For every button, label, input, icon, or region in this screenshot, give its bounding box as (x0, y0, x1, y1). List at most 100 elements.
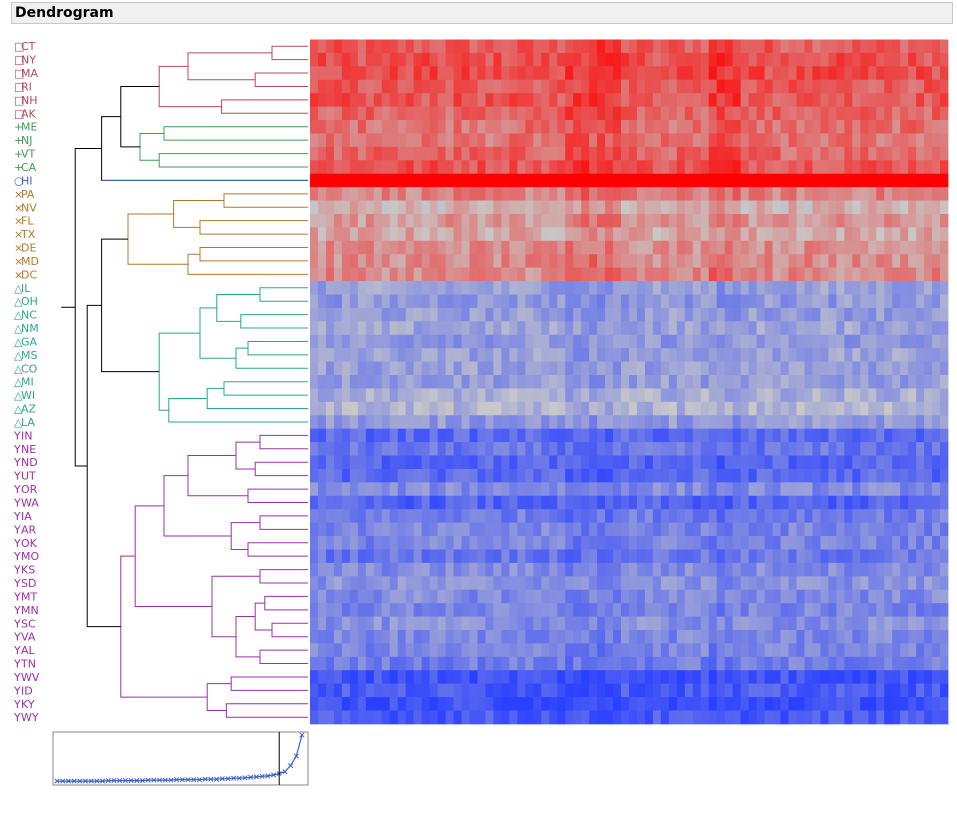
heatmap-cell-FL-5 (349, 213, 359, 228)
heatmap-cell-LA-60 (788, 415, 797, 430)
heatmap-cell-NY-58 (772, 52, 781, 67)
heatmap-cell-PA-54 (740, 187, 750, 201)
heatmap-cell-WY-69 (860, 710, 869, 725)
heatmap-cell-RI-73 (892, 79, 901, 94)
heatmap-cell-UT-63 (812, 468, 821, 483)
heatmap-cell-SD-17 (445, 576, 454, 591)
heatmap-cell-NJ-33 (573, 133, 582, 148)
heatmap-cell-WV-51 (716, 670, 726, 685)
heatmap-cell-CT-18 (453, 39, 462, 54)
heatmap-cell-ME-60 (788, 120, 797, 134)
heatmap-cell-MI-5 (349, 375, 359, 389)
heatmap-cell-NY-12 (405, 52, 415, 67)
heatmap-cell-NV-67 (844, 200, 853, 215)
heatmap-cell-WI-60 (788, 388, 797, 403)
heatmap-cell-MT-16 (437, 589, 446, 604)
heatmap-cell-MS-9 (381, 348, 391, 362)
heatmap-cell-VA-26 (517, 629, 526, 644)
heatmap-cell-CT-58 (772, 39, 781, 54)
heatmap-cell-MD-69 (860, 254, 869, 269)
heatmap-cell-IL-16 (437, 281, 446, 295)
heatmap-cell-ME-61 (796, 120, 805, 134)
heatmap-cell-NC-79 (940, 307, 949, 322)
heatmap-cell-UT-44 (660, 468, 670, 483)
heatmap-cell-MO-50 (708, 549, 718, 564)
heatmap-cell-NM-11 (397, 321, 407, 336)
heatmap-cell-MO-64 (820, 549, 829, 564)
heatmap-cell-SC-15 (429, 616, 439, 631)
heatmap-cell-NE-54 (740, 442, 750, 456)
row-label-AK: AK (21, 107, 37, 120)
heatmap-cell-MO-13 (413, 549, 423, 564)
heatmap-cell-NE-41 (636, 442, 646, 456)
heatmap-cell-PA-12 (405, 187, 415, 201)
heatmap-cell-VA-11 (397, 629, 407, 644)
heatmap-cell-PA-35 (589, 187, 598, 201)
heatmap-cell-SD-25 (509, 576, 518, 591)
heatmap-cell-ID-19 (461, 683, 470, 698)
heatmap-cell-KY-48 (692, 697, 702, 711)
heatmap-cell-CT-48 (692, 39, 702, 54)
heatmap-cell-MT-78 (932, 589, 941, 604)
heatmap-cell-MN-30 (549, 603, 558, 617)
heatmap-cell-SC-36 (597, 616, 606, 631)
heatmap-cell-NY-53 (732, 52, 742, 67)
heatmap-cell-IA-52 (724, 509, 734, 524)
heatmap-cell-CO-1 (317, 361, 327, 376)
heatmap-cell-WV-26 (517, 670, 526, 685)
heatmap-cell-VA-20 (469, 629, 478, 644)
heatmap-cell-NE-79 (940, 442, 949, 456)
heatmap-cell-OR-42 (644, 482, 654, 497)
heatmap-cell-IL-37 (605, 281, 614, 295)
heatmap-cell-VA-46 (676, 629, 686, 644)
heatmap-cell-IA-59 (780, 509, 789, 524)
heatmap-cell-WV-6 (357, 670, 367, 685)
heatmap-cell-MI-78 (932, 375, 941, 389)
heatmap-cell-MD-7 (365, 254, 375, 269)
heatmap-cell-NH-33 (573, 93, 582, 107)
heatmap-cell-IA-8 (373, 509, 383, 524)
heatmap-cell-AK-14 (421, 106, 431, 121)
heatmap-cell-MA-4 (341, 66, 351, 81)
heatmap-cell-GA-63 (812, 334, 821, 349)
tree-link-AL+TN (259, 649, 308, 665)
heatmap-cell-WV-12 (405, 670, 415, 685)
heatmap-cell-WA-28 (533, 495, 542, 510)
heatmap-cell-NJ-59 (780, 133, 789, 148)
heatmap-cell-NH-77 (924, 93, 933, 107)
tree-link-NH+AK (221, 99, 308, 114)
row-marker-KY: Y (13, 698, 21, 711)
heatmap-cell-NY-73 (892, 52, 901, 67)
heatmap-cell-TN-70 (868, 656, 877, 671)
heatmap-cell-MO-21 (477, 549, 486, 564)
heatmap-cell-KS-26 (517, 562, 526, 577)
heatmap-cell-SD-63 (812, 576, 821, 591)
heatmap-cell-NM-36 (597, 321, 606, 336)
heatmap-cell-UT-78 (932, 468, 941, 483)
heatmap-cell-TX-6 (357, 227, 367, 242)
heatmap-cell-OH-74 (900, 294, 909, 309)
heatmap-cell-RI-78 (932, 79, 941, 94)
heatmap-cell-WV-37 (605, 670, 614, 685)
heatmap-cell-VA-8 (373, 629, 383, 644)
heatmap-cell-IA-57 (764, 509, 773, 524)
heatmap-cell-CA-60 (788, 160, 797, 175)
heatmap-cell-NY-34 (581, 52, 590, 67)
heatmap-cell-CT-35 (589, 39, 598, 54)
heatmap-cell-MO-76 (916, 549, 925, 564)
heatmap-cell-AZ-52 (724, 401, 734, 416)
heatmap-cell-IN-64 (820, 428, 829, 443)
heatmap-cell-AL-1 (317, 643, 327, 658)
heatmap-cell-MS-13 (413, 348, 423, 362)
heatmap-cell-UT-24 (501, 468, 510, 483)
heatmap-cell-DE-22 (485, 240, 494, 255)
heatmap-cell-AL-3 (333, 643, 343, 658)
panel-title-bar[interactable]: Dendrogram (11, 2, 953, 24)
heatmap-cell-ND-0 (310, 455, 319, 470)
heatmap-cell-TN-47 (684, 656, 694, 671)
heatmap-cell-MO-47 (684, 549, 694, 564)
heatmap-cell-CT-30 (549, 39, 558, 54)
heatmap-cell-WY-5 (349, 710, 359, 725)
heatmap-cell-CT-27 (525, 39, 534, 54)
heatmap-cell-TX-7 (365, 227, 375, 242)
